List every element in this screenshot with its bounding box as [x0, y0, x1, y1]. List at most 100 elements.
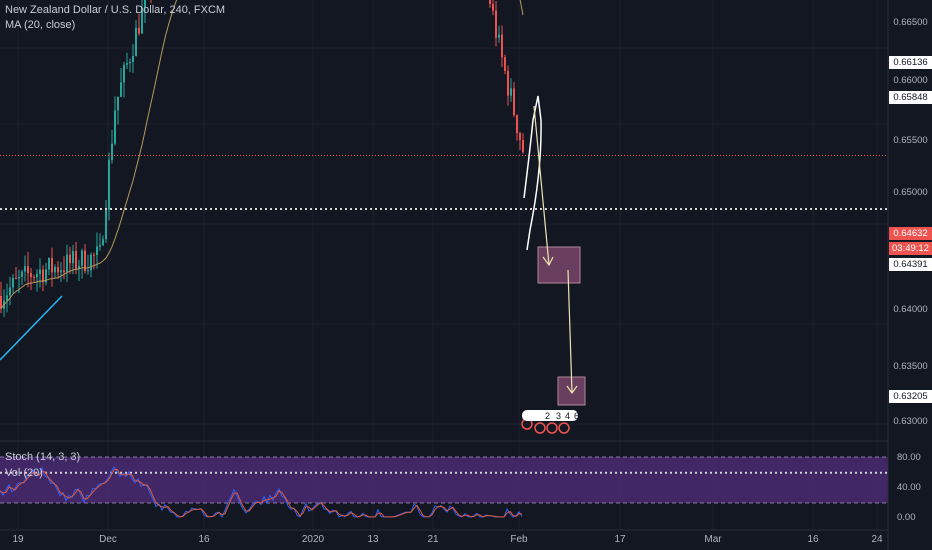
candle-body: [492, 3, 494, 11]
candle-body: [6, 295, 8, 301]
date-axis-label[interactable]: 16: [198, 534, 210, 545]
price-axis-label[interactable]: 0.63205: [889, 390, 932, 403]
candle-body: [90, 254, 92, 271]
candle-body: [111, 143, 113, 161]
oscillator-axis-label: 0.00: [897, 512, 916, 523]
candle-body: [489, 0, 491, 4]
candle-body: [519, 133, 521, 141]
event-marker-ring: [558, 422, 570, 434]
symbol-legend[interactable]: New Zealand Dollar / U.S. Dollar, 240, F…: [5, 4, 226, 16]
candle-body: [27, 266, 29, 274]
vol-legend[interactable]: Vol (20): [5, 467, 43, 479]
candle-body: [126, 63, 128, 65]
candle-body: [510, 88, 512, 96]
candle-body: [117, 96, 119, 111]
event-label[interactable]: 2: [545, 411, 550, 421]
candle-body: [87, 270, 89, 272]
candle-body: [522, 140, 524, 153]
candle-body: [30, 273, 32, 277]
ma-line: [0, 0, 524, 309]
projection-arrow-1: [533, 105, 550, 266]
event-label[interactable]: 6: [574, 411, 579, 421]
price-axis-label[interactable]: 0.64632: [889, 227, 932, 240]
date-axis-label[interactable]: Dec: [99, 534, 117, 545]
candle-body: [54, 267, 56, 273]
candle-body: [105, 209, 107, 240]
price-axis-label[interactable]: 0.64391: [889, 258, 932, 271]
price-axis-label[interactable]: 0.63000: [893, 416, 928, 427]
price-axis-label[interactable]: 0.66000: [893, 75, 928, 86]
candle-body: [78, 265, 80, 269]
stoch-legend[interactable]: Stoch (14, 3, 3): [5, 451, 81, 463]
candle-body: [42, 269, 44, 283]
date-axis-label[interactable]: 16: [807, 534, 819, 545]
event-flag-bg: [522, 410, 578, 421]
event-label[interactable]: 4: [565, 411, 570, 421]
stoch-d-line: [0, 468, 523, 518]
candle-body: [120, 82, 122, 97]
candle-body: [36, 273, 38, 278]
date-axis-label[interactable]: 2020: [301, 534, 325, 545]
stoch-k-line: [0, 466, 523, 518]
price-axis-label[interactable]: 0.65848: [889, 91, 932, 104]
candle-body: [93, 254, 95, 256]
candle-body: [516, 115, 518, 134]
oscillator-axis-label: 80.00: [897, 452, 921, 463]
candle-body: [501, 34, 503, 58]
candle-body: [24, 266, 26, 272]
candle-body: [60, 270, 62, 273]
candle-body: [129, 61, 131, 64]
date-axis-label[interactable]: Mar: [704, 534, 722, 545]
candle-body: [141, 7, 143, 34]
candle-body: [81, 250, 83, 266]
stoch-band: [0, 457, 888, 503]
candle-body: [9, 287, 11, 296]
countdown-label[interactable]: 03:49:12: [889, 242, 932, 255]
ma-legend[interactable]: MA (20, close): [5, 19, 76, 31]
date-axis-label[interactable]: 13: [367, 534, 379, 545]
candle-body: [498, 34, 500, 38]
candle-body: [21, 271, 23, 278]
candle-body: [18, 277, 20, 279]
candle-body: [144, 0, 146, 8]
event-marker-ring: [534, 422, 546, 434]
candle-body: [495, 10, 497, 38]
projection-arrow-2: [567, 269, 573, 394]
arrow-head-1: [542, 256, 554, 267]
date-axis-label[interactable]: 17: [614, 534, 626, 545]
price-axis-label[interactable]: 0.63500: [893, 361, 928, 372]
candle-body: [33, 276, 35, 278]
candle-body: [132, 55, 134, 62]
price-axis-label[interactable]: 0.65000: [893, 187, 928, 198]
candle-body: [507, 70, 509, 96]
candle-body: [12, 277, 14, 288]
candle-body: [15, 277, 17, 279]
trend-line: [0, 295, 63, 361]
date-axis-label[interactable]: 24: [871, 534, 883, 545]
candle-body: [99, 245, 101, 247]
candle-body: [63, 270, 65, 273]
candle-body: [108, 160, 110, 210]
date-axis-label[interactable]: 21: [427, 534, 439, 545]
date-axis-label[interactable]: Feb: [510, 534, 528, 545]
candle-body: [72, 251, 74, 264]
price-axis-label[interactable]: 0.65500: [893, 135, 928, 146]
event-marker-ring: [546, 422, 558, 434]
price-axis-label[interactable]: 0.64000: [893, 304, 928, 315]
event-label[interactable]: 3: [556, 411, 561, 421]
candle-body: [135, 27, 137, 56]
candle-body: [0, 296, 2, 309]
price-axis-label[interactable]: 0.66500: [893, 17, 928, 28]
price-axis-label[interactable]: 0.66136: [889, 56, 932, 69]
candle-body: [504, 57, 506, 71]
projection-path: [523, 95, 542, 251]
candle-body: [138, 27, 140, 34]
oscillator-axis-label: 40.00: [897, 482, 921, 493]
candle-body: [114, 110, 116, 144]
candle-body: [69, 254, 71, 264]
date-axis-label[interactable]: 19: [12, 534, 24, 545]
candle-body: [102, 239, 104, 246]
